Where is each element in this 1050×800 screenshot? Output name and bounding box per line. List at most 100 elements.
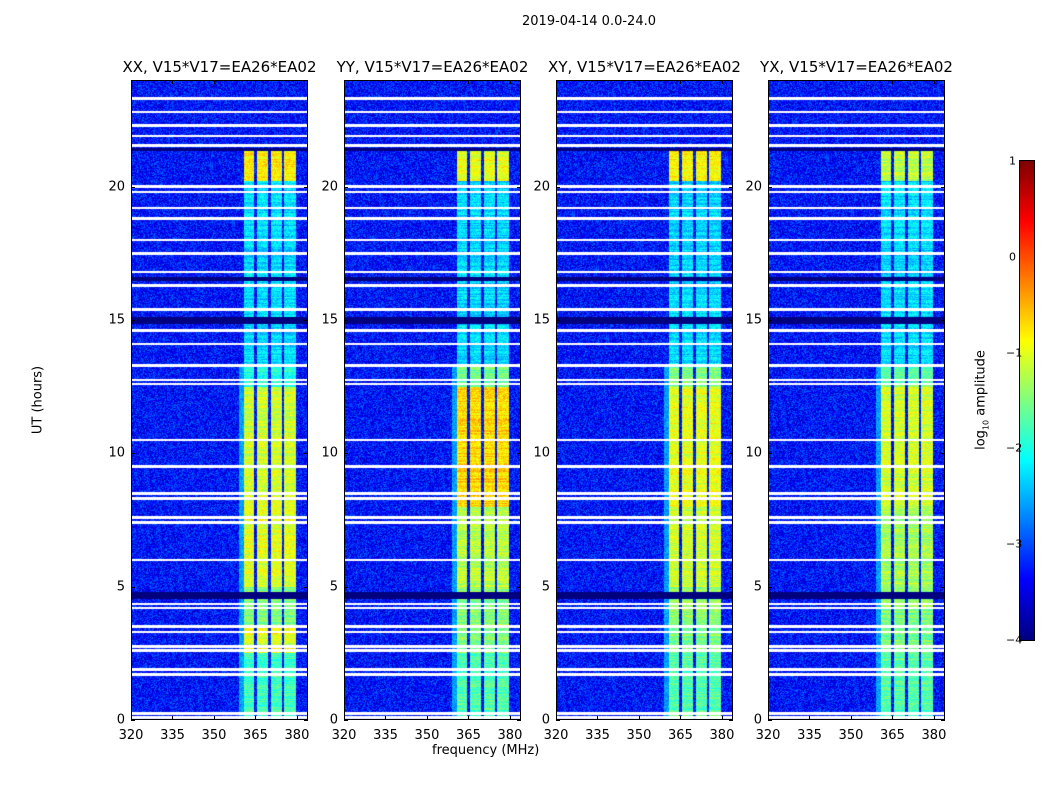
x-tick-label: 335 [585,728,610,743]
y-tick-mark [941,320,945,321]
x-tick-mark [809,80,811,84]
y-tick-mark [768,320,772,321]
y-tick-mark [768,453,772,455]
x-tick-mark [344,80,345,84]
x-tick-label: 365 [880,728,905,743]
y-tick-mark [941,186,945,188]
x-tick-label: 350 [201,728,227,743]
y-tick-mark [344,186,348,188]
waterfall-panel-1: YY, V15*V17=EA26*EA02 320 335 350 365 380 0 5 10… [321,58,528,743]
colorbar-tick-label: −1 [1006,346,1023,360]
x-tick-label: 380 [921,728,947,743]
y-tick-mark [517,586,521,588]
y-tick-label: 15 [533,312,550,328]
y-tick-mark [941,586,945,588]
y-tick-label: 5 [116,579,125,595]
y-tick-label: 0 [541,712,550,728]
y-tick-label: 10 [321,445,338,461]
colorbar [1019,160,1035,641]
y-tick-mark [131,720,135,721]
x-tick-label: 365 [243,728,268,743]
y-tick-mark [729,320,733,321]
x-tick-mark [768,716,769,720]
x-tick-mark [721,80,723,84]
x-tick-mark [850,716,852,720]
y-tick-mark [556,186,560,188]
y-tick-mark [556,720,560,721]
y-tick-mark [344,320,348,321]
x-tick-mark [172,80,174,84]
y-tick-mark [517,186,521,188]
y-tick-mark [517,453,521,455]
x-tick-label: 320 [755,728,781,743]
x-tick-label: 335 [797,728,822,743]
y-tick-label: 0 [753,712,762,728]
waterfall-panel-3: YX, V15*V17=EA26*EA02 320 335 350 365 380 0 5 10… [745,58,952,743]
y-tick-mark [517,720,521,721]
y-tick-mark [304,720,308,721]
x-tick-label: 350 [414,728,440,743]
y-tick-label: 20 [533,179,550,195]
x-tick-mark [892,80,894,84]
colorbar-gradient [1020,161,1034,640]
y-tick-mark [729,586,733,588]
y-tick-mark [344,586,348,588]
x-tick-mark [255,716,257,720]
x-tick-mark [468,716,470,720]
x-tick-label: 365 [668,728,693,743]
x-tick-mark [933,80,935,84]
x-tick-mark [556,716,557,720]
x-tick-mark [556,80,557,84]
x-tick-mark [509,80,511,84]
x-tick-mark [680,80,682,84]
y-tick-mark [556,320,560,321]
y-tick-mark [768,720,772,721]
x-tick-mark [426,716,428,720]
y-tick-label: 0 [116,712,125,728]
x-tick-mark [680,716,682,720]
waterfall-heatmap [131,80,308,720]
x-tick-mark [213,716,215,720]
x-tick-label: 350 [838,728,864,743]
y-tick-label: 20 [745,179,762,195]
x-tick-mark [638,716,640,720]
x-tick-label: 365 [456,728,481,743]
x-axis-label: frequency (MHz) [432,743,540,758]
y-tick-label: 10 [745,445,762,461]
y-tick-mark [131,320,135,321]
panel-title: XX, V15*V17=EA26*EA02 [122,58,317,76]
x-tick-mark [344,716,345,720]
y-tick-mark [131,453,135,455]
y-tick-label: 5 [753,579,762,595]
colorbar-tick-label: −2 [1006,441,1023,455]
colorbar-tick-label: 1 [1009,154,1016,168]
y-tick-mark [729,186,733,188]
x-tick-mark [850,80,852,84]
x-tick-label: 380 [497,728,523,743]
y-tick-label: 10 [533,445,550,461]
panel-title: YY, V15*V17=EA26*EA02 [336,58,529,76]
x-tick-mark [721,716,723,720]
colorbar-label: log10 amplitude [973,350,991,450]
x-tick-mark [933,716,935,720]
y-tick-mark [344,453,348,455]
y-tick-mark [768,186,772,188]
x-tick-mark [509,716,511,720]
y-tick-label: 15 [745,312,762,328]
x-tick-mark [131,80,132,84]
y-tick-label: 15 [108,312,125,328]
x-tick-mark [809,716,811,720]
y-tick-mark [304,586,308,588]
x-tick-label: 335 [160,728,185,743]
y-tick-mark [517,320,521,321]
y-tick-mark [344,720,348,721]
y-tick-mark [304,320,308,321]
x-tick-mark [468,80,470,84]
x-tick-mark [255,80,257,84]
y-tick-mark [941,453,945,455]
y-tick-mark [729,453,733,455]
y-tick-mark [304,453,308,455]
y-tick-mark [729,720,733,721]
x-tick-label: 320 [118,728,144,743]
